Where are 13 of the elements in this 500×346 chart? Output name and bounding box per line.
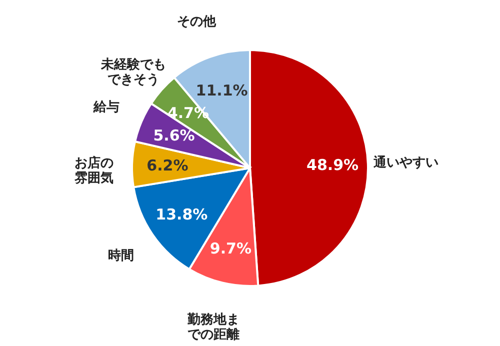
slice-label: お店の雰囲気 — [74, 155, 114, 186]
slice-label: 給与 — [92, 100, 120, 115]
data-label: 11.1% — [196, 81, 248, 100]
slice-label: 勤務地までの距離 — [186, 312, 240, 343]
slice-label: 未経験でもできそう — [100, 57, 166, 88]
slice-label: 時間 — [108, 248, 134, 264]
data-label: 5.6% — [153, 126, 195, 145]
slice-label: 通いやすい — [372, 154, 438, 171]
data-label: 48.9% — [306, 156, 359, 174]
slice-label: その他 — [177, 14, 218, 30]
data-label: 13.8% — [156, 205, 208, 224]
data-label: 6.2% — [146, 156, 188, 174]
data-label: 9.7% — [210, 239, 252, 258]
